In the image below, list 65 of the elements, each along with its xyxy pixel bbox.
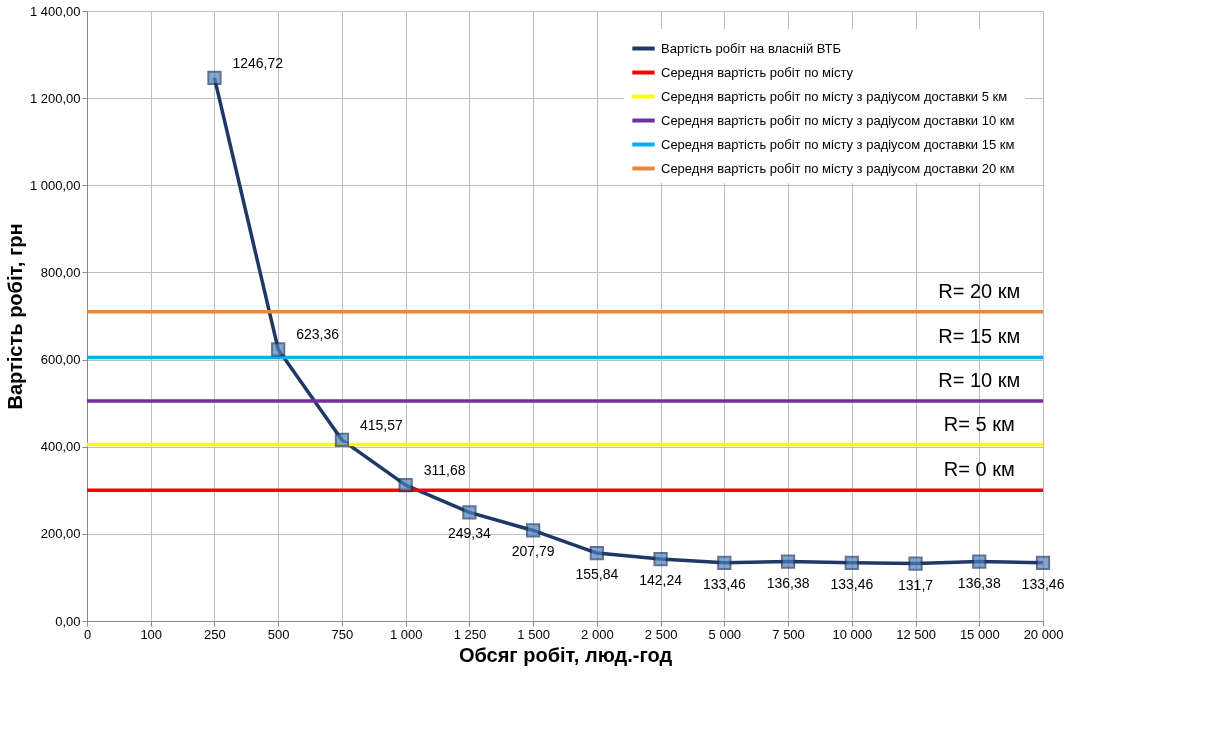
y-tick-label: 800,00	[40, 264, 81, 280]
x-tick-label: 100	[140, 626, 163, 642]
y-tick-label: 1 200,00	[29, 90, 81, 106]
annotation: R= 10 км	[938, 368, 1021, 391]
data-label: 207,79	[511, 543, 555, 560]
annotation: R= 5 км	[943, 412, 1015, 435]
x-tick-label: 12 500	[896, 626, 936, 642]
annotation: R= 15 км	[938, 325, 1021, 348]
point	[972, 554, 987, 569]
annotation: R= 0 км	[943, 458, 1015, 481]
legend-label: Середня вартість робіт по місту з радіусом доставки 20 км	[661, 160, 1015, 176]
x-tick-label: 20 000	[1023, 626, 1064, 642]
y-axis-title: Вартість робіт, грн	[3, 223, 26, 410]
data-label: 136,38	[766, 574, 810, 591]
point	[207, 70, 222, 85]
x-tick-label: 2 000	[581, 626, 614, 642]
point	[462, 505, 477, 520]
annotation: R= 20 км	[938, 279, 1021, 302]
legend-label: Середня вартість робіт по місту з радіусом доставки 10 км	[661, 112, 1015, 128]
x-tick-label: 5 000	[708, 626, 742, 642]
x-tick-label: 750	[331, 626, 354, 642]
legend-label: Середня вартість робіт по місту з радіусом доставки 15 км	[661, 136, 1015, 152]
point	[780, 554, 796, 569]
legend-label: Вартість робіт на власній ВТБ	[661, 40, 842, 56]
x-tick-label: 1 250	[453, 626, 487, 642]
x-tick-label: 250	[204, 626, 226, 642]
point	[908, 556, 923, 571]
point	[844, 555, 859, 570]
y-tick-label: 400,00	[40, 439, 81, 455]
data-label: 133,46	[830, 575, 874, 592]
point	[653, 551, 668, 567]
y-tick-label: 1 400,00	[29, 3, 81, 19]
x-tick-label: 1 500	[517, 626, 550, 642]
x-tick-label: 10 000	[832, 626, 873, 642]
x-tick-label: 15 000	[959, 626, 1000, 642]
data-label: 136,38	[957, 574, 1001, 591]
point	[526, 523, 541, 538]
y-tick-label: 200,00	[40, 526, 81, 542]
data-label: 133,46	[1021, 575, 1065, 592]
data-label: 133,46	[702, 575, 746, 592]
x-tick-label: 500	[267, 626, 290, 642]
y-tick-label: 600,00	[40, 352, 81, 368]
x-tick-label: 1 000	[389, 626, 423, 642]
data-label: 155,84	[575, 566, 619, 583]
data-label: 1246,72	[232, 54, 284, 71]
point	[398, 478, 413, 493]
point	[589, 545, 604, 561]
x-axis-title: Обсяг робіт, люд.-год	[458, 643, 673, 666]
data-label: 623,36	[296, 326, 340, 343]
data-label: 415,57	[359, 416, 403, 433]
x-tick-label: 7 500	[772, 626, 805, 642]
data-label: 311,68	[423, 462, 466, 479]
y-tick-label: 1 000,00	[29, 177, 81, 193]
legend-label: Середня вартість робіт по місту	[661, 64, 854, 80]
legend-label: Середня вартість робіт по місту з радіусом доставки 5 км	[661, 88, 1008, 104]
data-label: 131,7	[898, 576, 934, 593]
point	[334, 432, 350, 448]
x-tick-label: 0	[83, 626, 92, 642]
y-tick-label: 0,00	[55, 613, 81, 629]
point	[271, 342, 286, 357]
x-tick-label: 2 500	[644, 626, 678, 642]
data-label: 249,34	[447, 525, 492, 542]
point	[717, 555, 732, 570]
point	[1035, 555, 1051, 570]
data-label: 142,24	[639, 572, 683, 589]
